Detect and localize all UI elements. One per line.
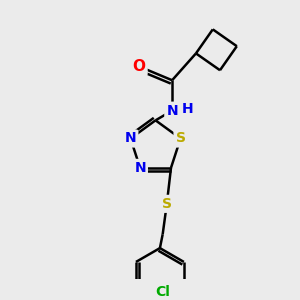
Text: N: N bbox=[166, 104, 178, 118]
Text: S: S bbox=[176, 131, 185, 146]
Text: Cl: Cl bbox=[156, 285, 171, 299]
Text: S: S bbox=[162, 197, 172, 211]
Text: O: O bbox=[132, 59, 146, 74]
Text: N: N bbox=[125, 131, 136, 146]
Text: H: H bbox=[182, 102, 193, 116]
Text: N: N bbox=[134, 161, 146, 175]
